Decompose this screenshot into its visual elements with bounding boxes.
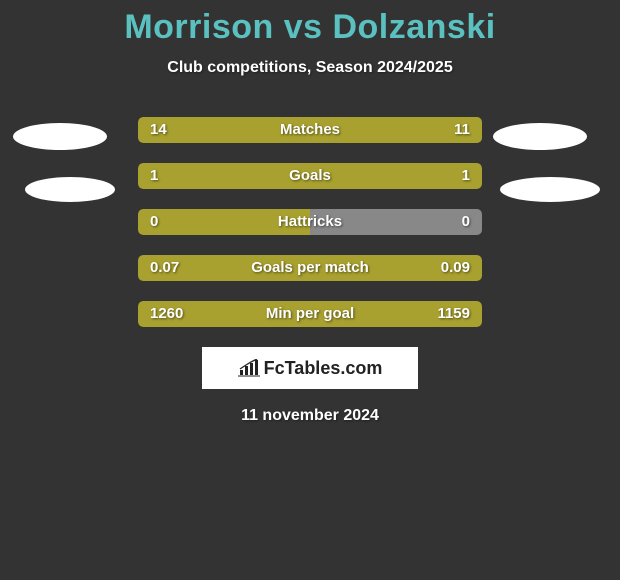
avatar-ellipse: [500, 177, 600, 202]
brand-badge: FcTables.com: [202, 347, 418, 389]
value-right: 11: [454, 117, 470, 143]
metric-label: Min per goal: [138, 301, 482, 327]
metric-label: Matches: [138, 117, 482, 143]
value-right: 1159: [437, 301, 470, 327]
avatar-ellipse: [13, 123, 107, 150]
stat-row: 0.07Goals per match0.09: [138, 255, 482, 281]
page-subtitle: Club competitions, Season 2024/2025: [0, 59, 620, 77]
stat-row: 0Hattricks0: [138, 209, 482, 235]
avatar-ellipse: [493, 123, 587, 150]
avatar-ellipse: [25, 177, 115, 202]
footer-date: 11 november 2024: [0, 407, 620, 425]
metric-label: Goals per match: [138, 255, 482, 281]
brand-text: FcTables.com: [264, 358, 383, 379]
metric-label: Hattricks: [138, 209, 482, 235]
stat-row: 1Goals1: [138, 163, 482, 189]
page-title: Morrison vs Dolzanski: [0, 0, 620, 47]
value-right: 0.09: [441, 255, 470, 281]
metric-label: Goals: [138, 163, 482, 189]
value-right: 1: [462, 163, 470, 189]
value-right: 0: [462, 209, 470, 235]
bar-chart-icon: [238, 359, 260, 377]
stat-row: 1260Min per goal1159: [138, 301, 482, 327]
stat-row: 14Matches11: [138, 117, 482, 143]
